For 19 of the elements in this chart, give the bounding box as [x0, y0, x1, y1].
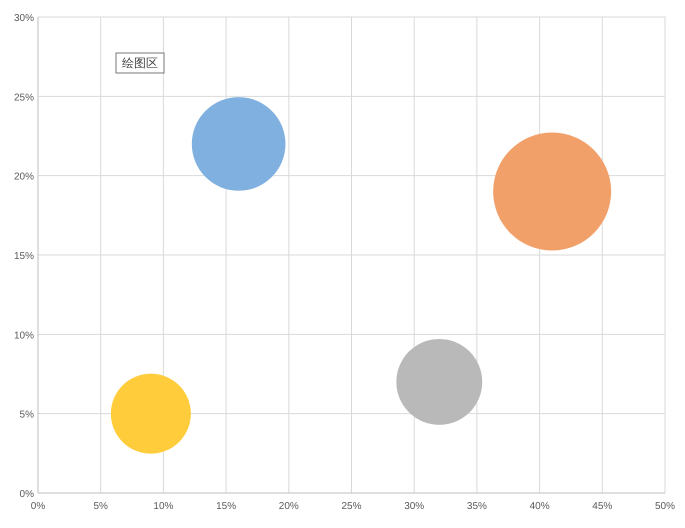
x-tick-label: 45% [592, 501, 612, 512]
x-tick-label: 15% [216, 501, 236, 512]
y-tick-label: 30% [14, 13, 34, 24]
annotation: 绘图区 [122, 56, 158, 70]
y-tick-label: 10% [14, 330, 34, 342]
x-tick-label: 25% [341, 501, 362, 512]
x-tick-label: 10% [153, 501, 174, 512]
x-tick-label: 40% [530, 501, 550, 512]
x-tick-label: 5% [93, 501, 108, 512]
y-tick-label: 20% [14, 172, 34, 183]
x-tick-label: 0% [30, 501, 46, 512]
y-tick-label: 15% [14, 251, 34, 262]
x-tick-label: 50% [654, 501, 676, 512]
y-tick-label: 5% [20, 410, 34, 421]
x-tick-label: 35% [466, 501, 488, 512]
x-tick-label: 30% [404, 501, 424, 512]
x-tick-label: 20% [278, 501, 299, 512]
y-tick-label: 0% [20, 489, 34, 500]
y-tick-label: 25% [14, 92, 34, 104]
